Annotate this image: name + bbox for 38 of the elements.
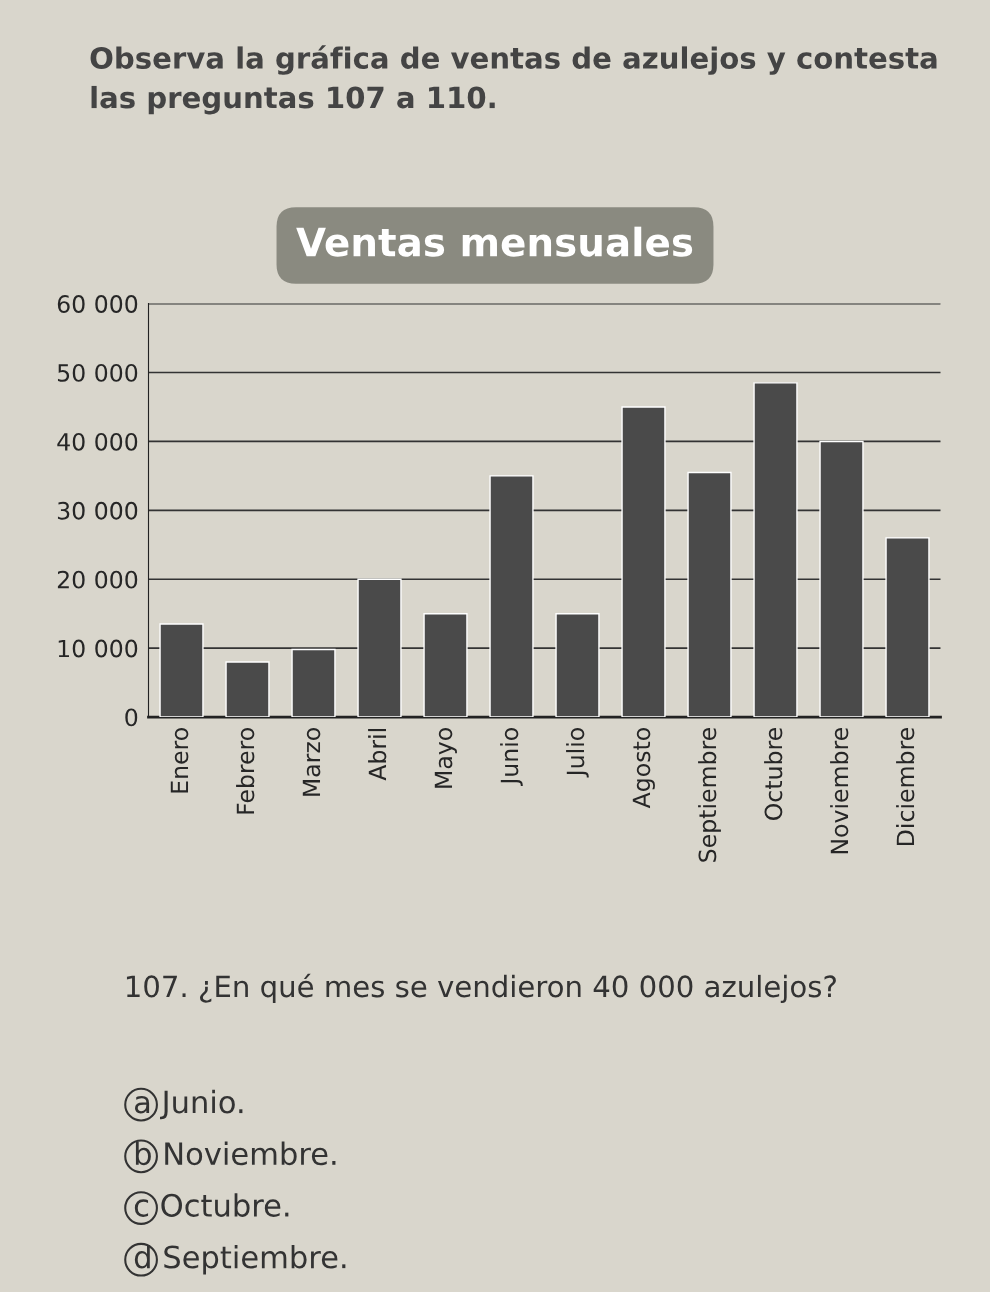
- bar: [753, 382, 798, 718]
- bar: [621, 406, 666, 718]
- text: b Noviembre.: [135, 1141, 336, 1166]
- bar: [687, 471, 732, 718]
- y-tick-label: 0: [125, 708, 138, 727]
- bar: [885, 537, 930, 718]
- text: c Octubre.: [134, 1193, 289, 1217]
- y-tick-label: 20 000: [57, 570, 138, 589]
- bar: [819, 440, 864, 718]
- y-tick-label: 10 000: [58, 639, 138, 658]
- bar: [555, 613, 600, 718]
- bar: [423, 613, 468, 718]
- x-tick-label: Febrero: [236, 728, 255, 814]
- x-tick-label: Abril: [368, 729, 387, 781]
- x-tick-label: Marzo: [302, 728, 321, 796]
- bar: [357, 578, 402, 718]
- x-tick-label: Septiembre: [698, 728, 721, 862]
- x-tick-label: Julio: [566, 728, 589, 778]
- text: a Junio.: [134, 1089, 243, 1120]
- y-tick-label: 50 000: [57, 363, 138, 382]
- x-tick-label: Octubre: [764, 728, 783, 820]
- bar: [291, 648, 336, 718]
- x-tick-label: Enero: [170, 728, 189, 793]
- bar: [489, 475, 534, 718]
- y-tick-label: 60 000: [57, 295, 138, 313]
- bar: [225, 661, 270, 718]
- text: d Septiembre.: [134, 1244, 346, 1275]
- chart-subtitle: Observa la gráfica de ventas de azulejos y contesta las preguntas 107 a 110.: [90, 45, 937, 115]
- x-tick-label: Diciembre: [896, 728, 915, 845]
- chart-title: Ventas mensuales: [296, 226, 693, 257]
- bar: [159, 623, 204, 718]
- y-tick-label: 40 000: [57, 432, 138, 451]
- x-tick-label: Noviembre: [830, 728, 849, 854]
- x-tick-label: Mayo: [434, 728, 457, 788]
- text: 107. ¿En qué mes se vendieron 40 000 azulejos?: [126, 973, 836, 1004]
- x-tick-label: Agosto: [632, 728, 655, 809]
- y-tick-label: 30 000: [57, 501, 138, 520]
- x-tick-label: Junio: [500, 728, 523, 786]
